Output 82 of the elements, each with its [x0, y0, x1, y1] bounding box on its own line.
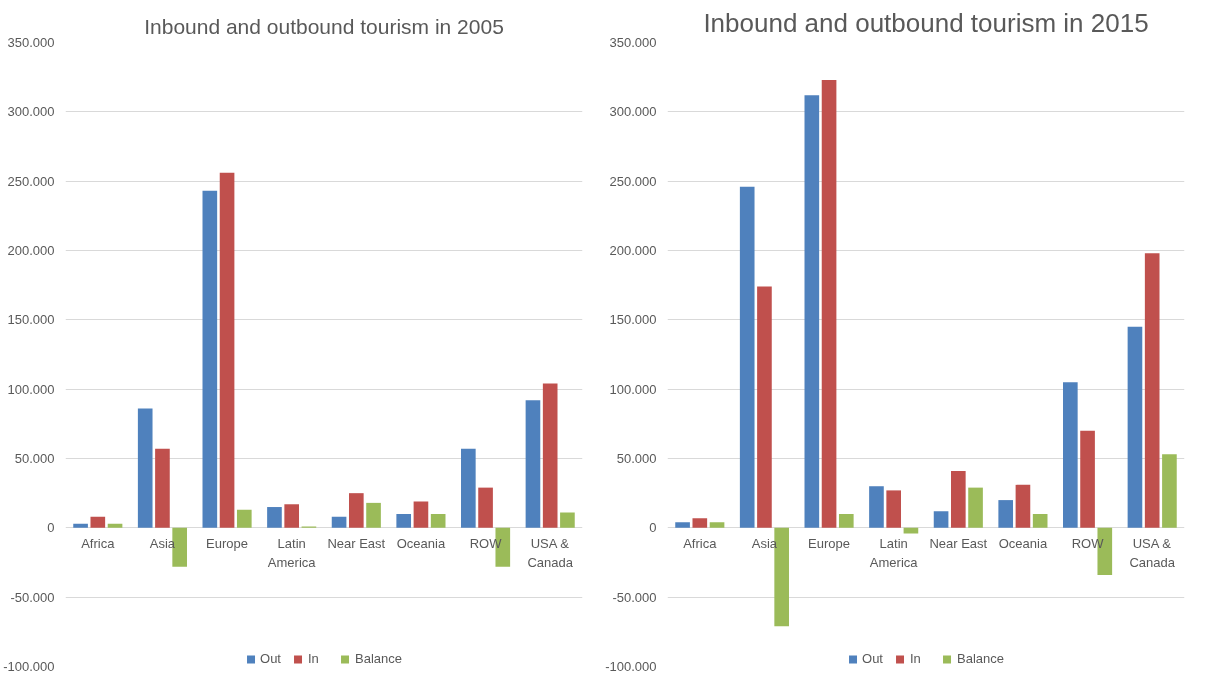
- bar: [933, 511, 949, 528]
- bar: [1063, 382, 1078, 528]
- bar: [675, 522, 690, 528]
- y-tick-label: -50.000: [612, 589, 657, 605]
- y-tick-label: 50.000: [14, 451, 55, 466]
- bar: [821, 79, 837, 528]
- y-tick-label: 350.000: [7, 35, 55, 50]
- bar: [107, 523, 123, 528]
- bar: [1015, 484, 1031, 528]
- chart-title: Inbound and outbound tourism in 2005: [144, 14, 504, 38]
- bar: [202, 190, 218, 528]
- bar: [413, 501, 429, 528]
- legend-label: Balance: [354, 651, 402, 666]
- bar: [90, 516, 106, 528]
- bar: [219, 172, 235, 528]
- legend-label: In: [307, 651, 320, 666]
- bar: [950, 470, 966, 528]
- bar: [886, 490, 902, 528]
- y-tick-label: 300.000: [7, 104, 55, 120]
- bar: [542, 383, 558, 528]
- x-tick-label: Oceania: [396, 535, 446, 551]
- y-tick-label: 250.000: [609, 173, 657, 189]
- legend-label: In: [909, 651, 922, 666]
- bar: [1080, 430, 1095, 528]
- x-tick-label: Oceania: [998, 535, 1048, 551]
- x-tick-label: Latin America: [267, 535, 317, 570]
- bar: [284, 504, 300, 528]
- x-tick-label: Africa: [683, 535, 718, 551]
- x-tick-label: Near East: [327, 535, 386, 551]
- y-tick-label: -100.000: [3, 659, 55, 674]
- y-tick-label: 250.000: [7, 173, 55, 189]
- bar: [348, 493, 364, 528]
- bar: [709, 522, 725, 528]
- x-tick-label: Europe: [206, 535, 249, 551]
- bar: [396, 513, 412, 528]
- y-tick-label: -50.000: [10, 589, 55, 605]
- bar: [155, 448, 170, 528]
- bar: [998, 500, 1014, 528]
- x-tick-label: Europe: [808, 535, 851, 551]
- bar: [804, 95, 820, 528]
- bar: [461, 448, 476, 528]
- y-tick-label: 0: [47, 520, 55, 536]
- x-tick-label: USA & Canada: [1129, 535, 1176, 570]
- legend-label: Balance: [956, 651, 1004, 666]
- bar: [331, 516, 347, 528]
- bar: [692, 518, 708, 528]
- bar: [236, 509, 252, 528]
- y-tick-label: 200.000: [609, 243, 657, 258]
- y-tick-label: 0: [649, 520, 657, 536]
- legend-label: Out: [862, 651, 883, 666]
- bar: [739, 186, 755, 528]
- x-tick-label: Near East: [929, 535, 988, 551]
- bar: [869, 486, 884, 528]
- legend-label: Out: [260, 651, 281, 666]
- y-tick-label: 350.000: [609, 35, 657, 50]
- bar: [1032, 513, 1048, 528]
- bar: [1162, 454, 1177, 528]
- bar: [560, 512, 575, 528]
- bar: [525, 400, 541, 528]
- x-tick-label: Latin America: [869, 535, 919, 570]
- bar: [73, 523, 88, 528]
- bar: [968, 487, 983, 528]
- bar: [137, 408, 153, 528]
- y-tick-label: 150.000: [7, 312, 55, 328]
- x-tick-label: Africa: [81, 535, 116, 551]
- bar: [838, 513, 854, 528]
- bar: [430, 513, 446, 528]
- bar: [366, 502, 381, 528]
- y-tick-label: 200.000: [7, 243, 55, 258]
- bar: [1144, 253, 1160, 528]
- y-tick-label: 100.000: [7, 381, 55, 397]
- y-tick-label: 100.000: [609, 381, 657, 397]
- bar: [757, 286, 772, 528]
- bar: [267, 507, 282, 528]
- bar: [478, 487, 493, 528]
- y-tick-label: -100.000: [605, 659, 657, 674]
- bar: [1127, 326, 1143, 528]
- y-tick-label: 50.000: [616, 451, 657, 466]
- y-tick-label: 150.000: [609, 312, 657, 328]
- x-tick-label: USA & Canada: [527, 535, 574, 570]
- chart-title: Inbound and outbound tourism in 2015: [703, 7, 1149, 38]
- y-tick-label: 300.000: [609, 104, 657, 120]
